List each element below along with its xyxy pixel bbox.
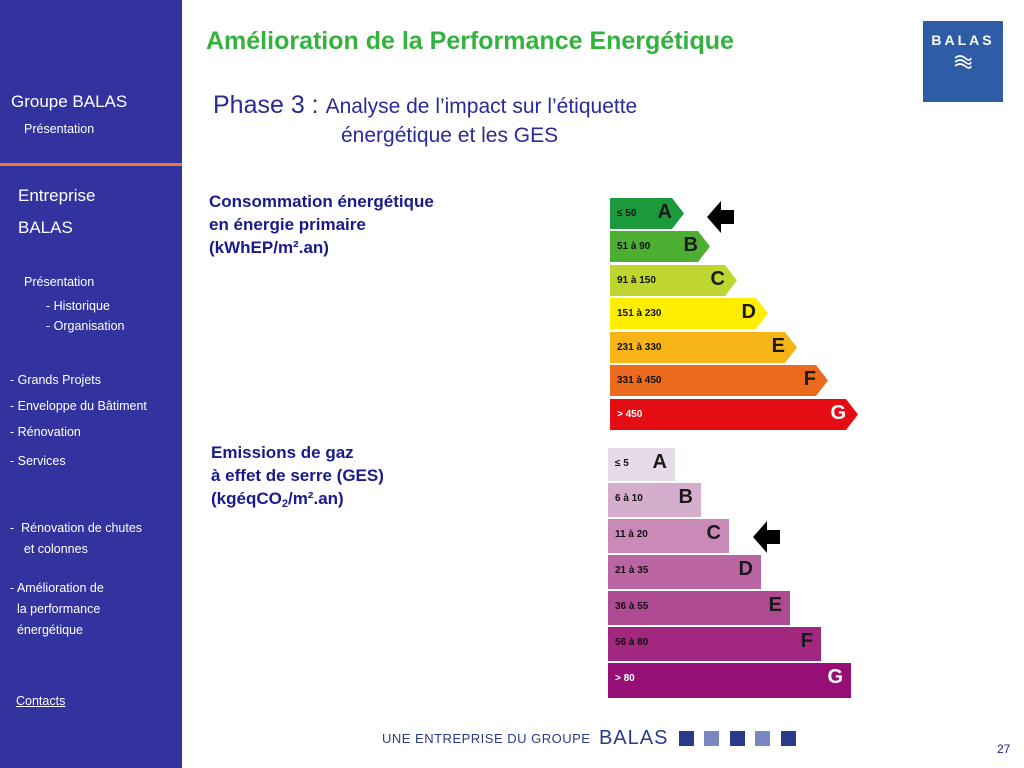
sidebar-item-renovation-chutes[interactable]: - Rénovation de chutes et colonnes — [10, 521, 143, 556]
ges-bar-d: 21 à 35 D — [608, 555, 761, 589]
energy-bar-e: 231 à 330 E — [610, 332, 797, 363]
ges-unit-part: /m².an) — [287, 489, 344, 508]
footer-brand: UNE ENTREPRISE DU GROUPE BALAS — [382, 727, 796, 750]
sidebar-item-historique[interactable]: - Historique — [46, 299, 110, 313]
sidebar-company-name: BALAS — [18, 218, 73, 237]
energy-bar-range: 51 à 90 — [617, 241, 651, 252]
energy-bar-a: ≤ 50 A — [610, 198, 684, 229]
ges-bar-a: ≤ 5 A — [608, 448, 675, 481]
sidebar-item-renovation[interactable]: - Rénovation — [10, 425, 81, 439]
ges-bar-letter: G — [827, 666, 843, 688]
energy-description: Consommation énergétique en énergie prim… — [209, 190, 434, 259]
energy-bar-g: > 450 G — [610, 399, 858, 430]
ges-bar-letter: A — [652, 451, 667, 473]
sidebar-company-title: Entreprise — [18, 186, 96, 205]
sidebar-group-title: Groupe BALAS — [11, 92, 128, 111]
ges-description-unit: (kgéqCO2/m².an) — [211, 487, 384, 516]
page-title: Amélioration de la Performance Energétiq… — [206, 27, 734, 55]
ges-unit-part: (kgéqCO — [211, 489, 282, 508]
ges-bar-range: ≤ 5 — [615, 458, 629, 469]
sidebar-item-enveloppe[interactable]: - Enveloppe du Bâtiment — [10, 399, 147, 413]
ges-description-line: Emissions de gaz — [211, 443, 354, 462]
sidebar: Groupe BALAS Présentation Entreprise BAL… — [0, 0, 182, 768]
energy-class-arrow-icon — [707, 201, 734, 233]
ges-bar-letter: C — [706, 522, 721, 544]
footer-square — [780, 731, 796, 746]
phase-line2: énergétique et les GES — [341, 124, 559, 147]
ges-bar-range: 36 à 55 — [615, 601, 649, 612]
ges-bar-letter: F — [800, 630, 813, 652]
phase-label: Phase 3 : — [213, 91, 326, 119]
phase-line1: Analyse de l’impact sur l’étiquette — [325, 95, 638, 118]
sidebar-item-group-presentation[interactable]: Présentation — [24, 122, 95, 136]
ges-bar-letter: B — [678, 486, 693, 508]
energy-bar-c: 91 à 150 C — [610, 265, 737, 296]
ges-bar-letter: E — [768, 594, 782, 616]
footer-square — [678, 731, 694, 746]
sidebar-contacts-link[interactable]: Contacts — [16, 694, 66, 708]
energy-bar-letter: F — [803, 368, 816, 390]
energy-description-line: en énergie primaire — [209, 215, 366, 234]
sidebar-item-services[interactable]: - Services — [10, 454, 66, 468]
energy-bar-letter: B — [683, 234, 698, 256]
ges-bar-range: 56 à 80 — [615, 637, 649, 648]
energy-bar-range: > 450 — [617, 409, 643, 420]
ges-bar-range: 6 à 10 — [615, 493, 643, 504]
ges-bar-g: > 80 G — [608, 663, 851, 698]
footer-square — [729, 731, 745, 746]
ges-bar-b: 6 à 10 B — [608, 483, 701, 517]
sidebar-divider — [0, 163, 182, 166]
energy-bar-b: 51 à 90 B — [610, 231, 710, 262]
sidebar-item-grands-projets[interactable]: - Grands Projets — [10, 373, 102, 387]
sidebar-item-presentation[interactable]: Présentation — [24, 275, 95, 289]
energy-bar-range: ≤ 50 — [617, 208, 637, 219]
footer-prefix: UNE ENTREPRISE DU GROUPE — [382, 731, 591, 746]
ges-bar-letter: D — [738, 558, 753, 580]
energy-bar-range: 91 à 150 — [617, 275, 656, 286]
energy-bar-letter: C — [710, 268, 725, 290]
phase-heading: Phase 3 : Analyse de l’impact sur l’étiq… — [213, 91, 637, 120]
energy-bar-range: 331 à 450 — [617, 375, 662, 386]
energy-bar-letter: G — [830, 402, 846, 424]
logo-wave-icon — [954, 55, 972, 69]
ges-description: Emissions de gaz à effet de serre (GES) … — [211, 441, 384, 516]
energy-bar-range: 151 à 230 — [617, 308, 662, 319]
energy-bar-letter: A — [657, 201, 672, 223]
ges-unit-subscript: 2 — [281, 498, 288, 510]
energy-bar-d: 151 à 230 D — [610, 298, 768, 329]
footer-square — [704, 731, 720, 746]
ges-description-line: à effet de serre (GES) — [211, 466, 384, 485]
ges-bar-c: 11 à 20 C — [608, 519, 729, 553]
energy-bar-range: 231 à 330 — [617, 342, 662, 353]
balas-logo: BALAS — [923, 21, 1003, 102]
ges-bar-e: 36 à 55 E — [608, 591, 790, 625]
ges-class-arrow-icon — [753, 521, 780, 553]
footer-square — [755, 731, 771, 746]
energy-description-line: Consommation énergétique — [209, 192, 434, 211]
energy-description-line: (kWhEP/m².an) — [209, 238, 329, 257]
footer-brand-name: BALAS — [598, 727, 669, 749]
ges-bar-range: > 80 — [615, 673, 635, 684]
ges-bar-range: 21 à 35 — [615, 565, 649, 576]
ges-bar-range: 11 à 20 — [615, 529, 648, 540]
logo-text: BALAS — [931, 32, 995, 48]
sidebar-item-organisation[interactable]: - Organisation — [46, 319, 125, 333]
energy-bar-f: 331 à 450 F — [610, 365, 828, 396]
page-number: 27 — [997, 742, 1011, 756]
energy-bar-letter: E — [771, 335, 785, 357]
energy-bar-letter: D — [741, 301, 756, 323]
ges-bar-f: 56 à 80 F — [608, 627, 821, 661]
sidebar-item-amelioration[interactable]: - Amélioration de la performance énergét… — [10, 581, 104, 637]
